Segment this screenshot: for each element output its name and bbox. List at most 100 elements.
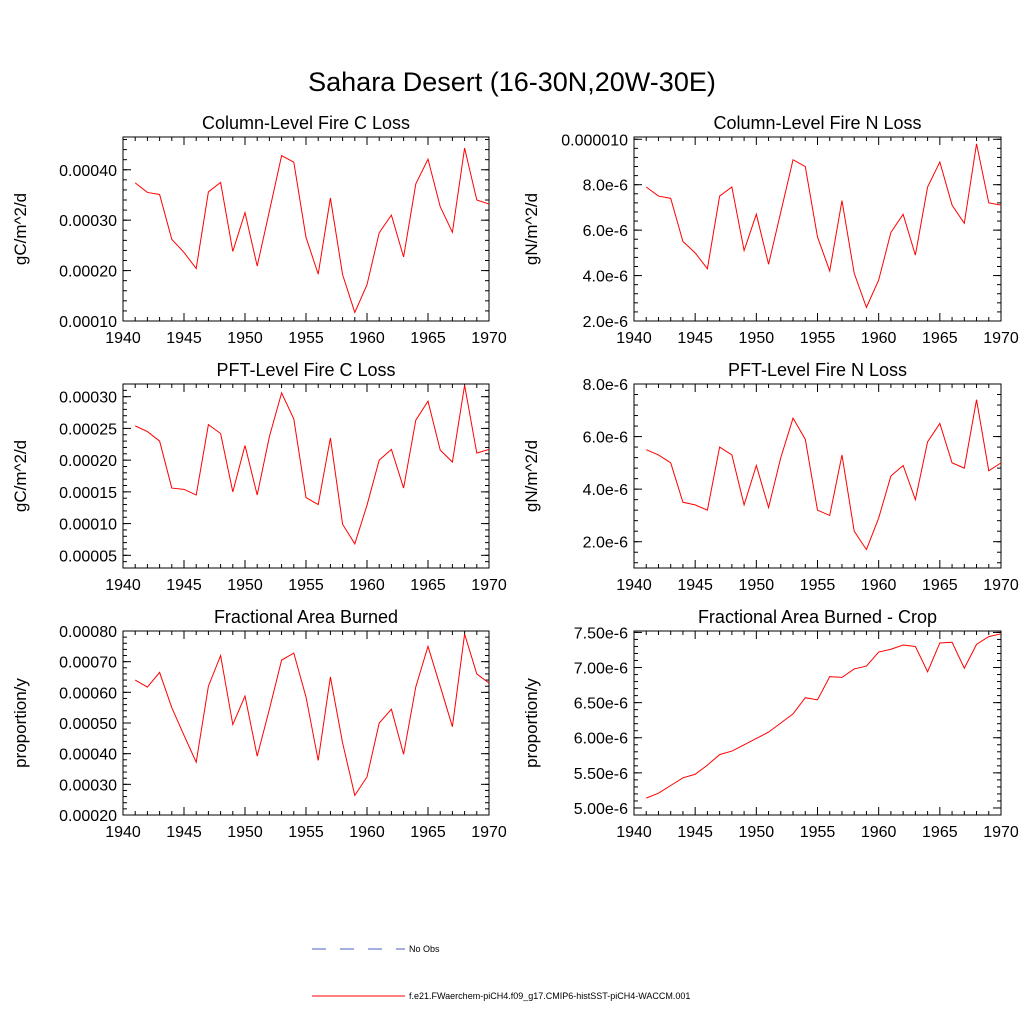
x-tick-label: 1945 — [166, 824, 202, 841]
x-tick-label: 1965 — [410, 824, 446, 841]
plot-frame — [633, 383, 1002, 569]
y-tick-label: 0.00020 — [59, 264, 117, 281]
x-tick-label: 1960 — [349, 330, 385, 347]
y-tick-label: 0.00070 — [59, 655, 117, 672]
chart-panel: Column-Level Fire C Loss gC/m^2/d 1940 1945… — [11, 113, 507, 347]
figure-title: Sahara Desert (16-30N,20W-30E) — [308, 67, 716, 97]
y-tick-label: 6.0e-6 — [583, 430, 628, 447]
plot-frame — [633, 630, 1002, 816]
x-tick-label: 1950 — [739, 577, 775, 594]
series-line — [134, 385, 490, 546]
x-tick-label: 1940 — [105, 330, 141, 347]
x-tick-label: 1965 — [922, 330, 958, 347]
y-tick-label: 2.0e-6 — [583, 535, 628, 552]
x-tick-label: 1940 — [616, 330, 652, 347]
x-tick-label: 1960 — [349, 577, 385, 594]
series-line — [134, 147, 490, 314]
y-tick-label: 0.00080 — [59, 624, 117, 641]
legend-model-label: f.e21.FWaerchem-piCH4.f09_g17.CMIP6-hist… — [409, 991, 690, 1001]
y-tick-label: 0.00050 — [59, 716, 117, 733]
x-tick-label: 1955 — [800, 330, 836, 347]
series-line — [134, 633, 490, 797]
x-tick-label: 1955 — [288, 330, 324, 347]
y-tick-label: 7.50e-6 — [574, 625, 628, 642]
x-tick-label: 1970 — [471, 330, 507, 347]
y-tick-label: 8.0e-6 — [583, 178, 628, 195]
panels-group: Column-Level Fire C Loss gC/m^2/d 1940 1945… — [11, 113, 1019, 841]
y-tick-label: 0.00020 — [59, 808, 117, 825]
x-tick-label: 1960 — [349, 824, 385, 841]
x-tick-label: 1970 — [983, 824, 1019, 841]
x-tick-label: 1970 — [471, 824, 507, 841]
chart-panel: PFT-Level Fire N Loss gN/m^2/d 1940 1945 195… — [522, 360, 1019, 594]
x-tick-label: 1945 — [166, 577, 202, 594]
chart-panel: Fractional Area Burned proportion/y 1940 19… — [11, 607, 507, 841]
x-tick-label: 1945 — [166, 330, 202, 347]
y-tick-label: 4.0e-6 — [583, 482, 628, 499]
y-tick-label: 6.00e-6 — [574, 731, 628, 748]
y-axis-label: proportion/y — [522, 678, 541, 768]
y-tick-label: 0.00025 — [59, 421, 117, 438]
y-axis-label: gC/m^2/d — [11, 193, 30, 265]
chart-panel: Fractional Area Burned - Crop proportion/… — [522, 607, 1019, 841]
x-tick-label: 1950 — [227, 577, 263, 594]
x-tick-label: 1970 — [983, 330, 1019, 347]
x-tick-label: 1950 — [227, 330, 263, 347]
y-tick-label: 0.00030 — [59, 390, 117, 407]
x-tick-label: 1940 — [616, 577, 652, 594]
x-tick-label: 1970 — [983, 577, 1019, 594]
y-tick-label: 0.00040 — [59, 747, 117, 764]
plot-frame — [122, 136, 490, 322]
y-tick-label: 0.00015 — [59, 485, 117, 502]
y-axis-label: gN/m^2/d — [522, 193, 541, 265]
y-tick-label: 5.00e-6 — [574, 801, 628, 818]
legend-obs-label: No Obs — [409, 944, 440, 954]
x-tick-label: 1960 — [861, 330, 897, 347]
series-line — [646, 633, 1002, 799]
x-tick-label: 1965 — [922, 577, 958, 594]
x-tick-label: 1960 — [861, 824, 897, 841]
y-tick-label: 0.00030 — [59, 213, 117, 230]
x-tick-label: 1965 — [410, 330, 446, 347]
y-tick-label: 8.0e-6 — [583, 377, 628, 394]
plot-frame — [122, 630, 490, 816]
plot-frame — [633, 136, 1002, 322]
x-tick-label: 1955 — [288, 577, 324, 594]
y-tick-label: 6.0e-6 — [583, 223, 628, 240]
y-tick-label: 6.50e-6 — [574, 696, 628, 713]
x-tick-label: 1950 — [739, 330, 775, 347]
series-line — [645, 143, 1002, 309]
y-tick-label: 0.00005 — [59, 548, 117, 565]
x-tick-label: 1970 — [471, 577, 507, 594]
y-tick-label: 0.00030 — [59, 777, 117, 794]
panel-title: Column-Level Fire N Loss — [713, 113, 921, 133]
y-tick-label: 0.00010 — [59, 314, 117, 331]
x-tick-label: 1965 — [922, 824, 958, 841]
x-tick-label: 1955 — [288, 824, 324, 841]
y-tick-label: 0.00060 — [59, 685, 117, 702]
x-tick-label: 1950 — [227, 824, 263, 841]
panel-title: PFT-Level Fire C Loss — [216, 360, 395, 380]
y-tick-label: 0.00010 — [59, 517, 117, 534]
x-tick-label: 1940 — [105, 824, 141, 841]
legend: No Obs f.e21.FWaerchem-piCH4.f09_g17.CMI… — [312, 944, 690, 1001]
x-tick-label: 1940 — [105, 577, 141, 594]
x-tick-label: 1950 — [739, 824, 775, 841]
y-tick-label: 7.00e-6 — [574, 661, 628, 678]
y-tick-label: 4.0e-6 — [583, 269, 628, 286]
y-tick-label: 2.0e-6 — [583, 314, 628, 331]
y-tick-label: 0.00020 — [59, 453, 117, 470]
x-tick-label: 1960 — [861, 577, 897, 594]
x-tick-label: 1945 — [677, 577, 713, 594]
plot-frame — [122, 383, 490, 569]
y-axis-label: gC/m^2/d — [11, 440, 30, 512]
x-tick-label: 1965 — [410, 577, 446, 594]
x-tick-label: 1940 — [616, 824, 652, 841]
chart-panel: Column-Level Fire N Loss gN/m^2/d 1940 1945… — [522, 113, 1019, 347]
x-tick-label: 1955 — [800, 824, 836, 841]
panel-title: Fractional Area Burned - Crop — [698, 607, 937, 627]
y-tick-label: 0.00040 — [59, 163, 117, 180]
x-tick-label: 1945 — [677, 330, 713, 347]
panel-title: Column-Level Fire C Loss — [202, 113, 410, 133]
